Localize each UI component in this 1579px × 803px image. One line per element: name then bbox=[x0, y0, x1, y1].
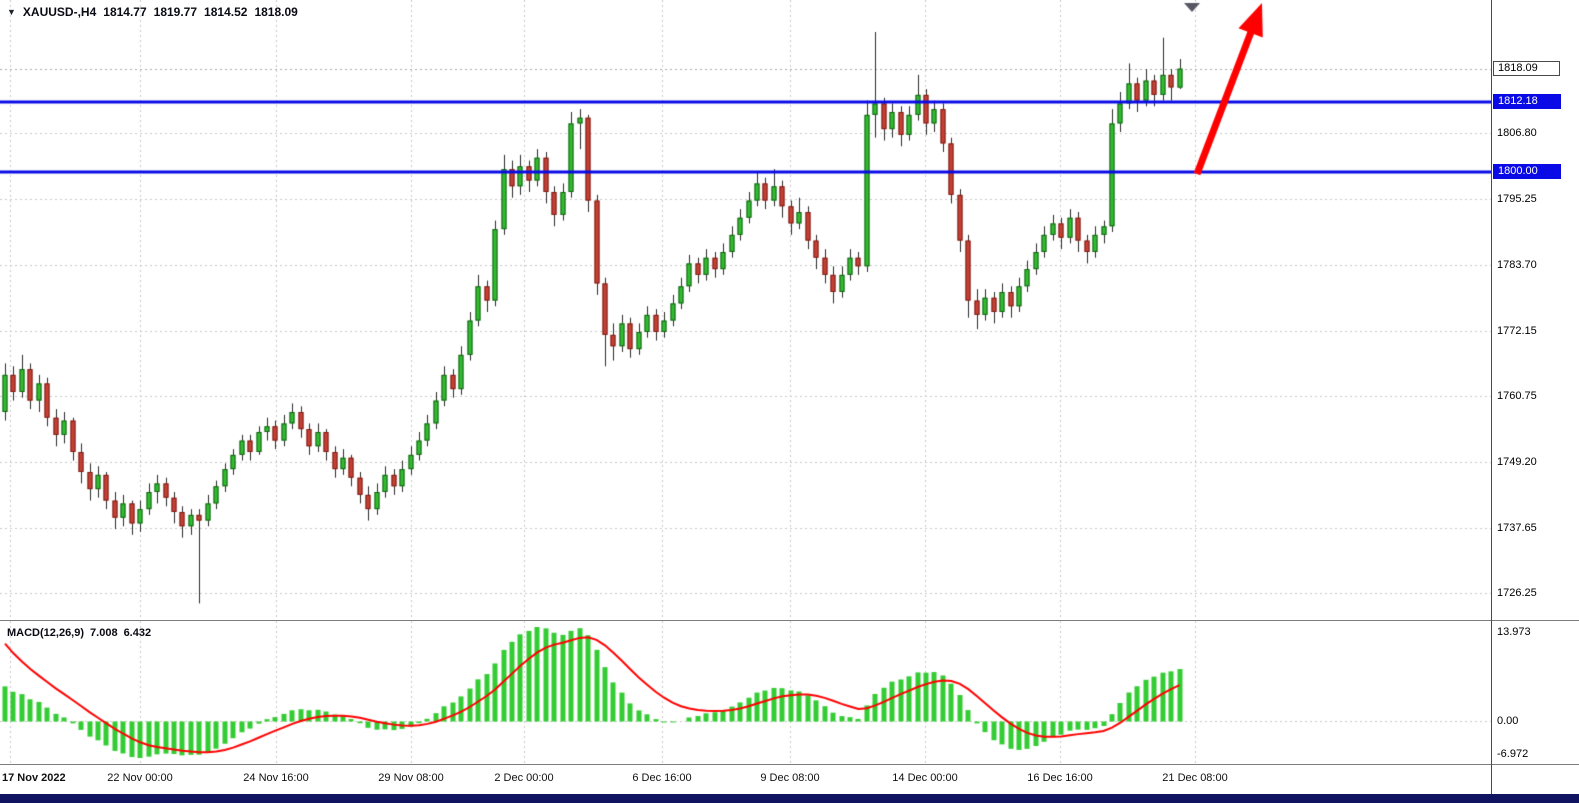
window-bottom-bar bbox=[0, 794, 1579, 803]
time-axis[interactable]: 17 Nov 2022 22 Nov 00:00 24 Nov 16:00 29 No… bbox=[0, 765, 1579, 794]
price-axis-label: 1806.80 bbox=[1497, 126, 1537, 140]
collapse-icon[interactable]: ▼ bbox=[7, 7, 16, 17]
macd-header: MACD(12,26,9) 7.008 6.432 bbox=[7, 627, 151, 639]
macd-label: MACD(12,26,9) bbox=[7, 627, 84, 639]
hline-price-label: 1812.18 bbox=[1493, 94, 1561, 109]
time-axis-label: 24 Nov 16:00 bbox=[243, 772, 308, 784]
price-axis-label: 1737.65 bbox=[1497, 521, 1537, 535]
price-axis-label: 1772.15 bbox=[1497, 324, 1537, 338]
price-axis-label: 1749.20 bbox=[1497, 455, 1537, 469]
time-axis-label: 29 Nov 08:00 bbox=[378, 772, 443, 784]
time-axis-label: 14 Dec 00:00 bbox=[892, 772, 957, 784]
macd-indicator-panel[interactable] bbox=[0, 621, 1491, 764]
time-axis-label: 6 Dec 16:00 bbox=[632, 772, 691, 784]
time-axis-label: 16 Dec 16:00 bbox=[1027, 772, 1092, 784]
time-axis-label: 22 Nov 00:00 bbox=[107, 772, 172, 784]
macd-signal-value: 6.432 bbox=[124, 627, 152, 639]
candlestick-chart[interactable] bbox=[0, 0, 1491, 620]
chart-window: ▼ XAUUSD-,H4 1814.77 1819.77 1814.52 181… bbox=[0, 0, 1579, 803]
time-axis-label: 2 Dec 00:00 bbox=[494, 772, 553, 784]
macd-main-value: 7.008 bbox=[90, 627, 118, 639]
price-open: 1814.77 bbox=[103, 5, 146, 19]
price-axis-label: 1795.25 bbox=[1497, 192, 1537, 206]
symbol-period-label: XAUUSD-,H4 bbox=[23, 5, 96, 19]
time-axis-label: 21 Dec 08:00 bbox=[1162, 772, 1227, 784]
axis-vertical-separator bbox=[1491, 0, 1492, 794]
price-axis-label: 1726.25 bbox=[1497, 586, 1537, 600]
macd-min-label: -6.972 bbox=[1497, 747, 1528, 761]
macd-zero-label: 0.00 bbox=[1497, 714, 1518, 728]
price-axis[interactable]: 1806.80 1795.25 1783.70 1772.15 1760.75 1749.… bbox=[1492, 0, 1579, 620]
macd-axis[interactable]: 13.973 0.00 -6.972 bbox=[1492, 621, 1579, 764]
price-axis-label: 1760.75 bbox=[1497, 389, 1537, 403]
bid-price-label: 1818.09 bbox=[1493, 61, 1560, 76]
price-close: 1818.09 bbox=[254, 5, 297, 19]
chart-header: ▼ XAUUSD-,H4 1814.77 1819.77 1814.52 181… bbox=[7, 5, 298, 19]
time-axis-label: 9 Dec 08:00 bbox=[760, 772, 819, 784]
time-axis-label: 17 Nov 2022 bbox=[2, 772, 66, 784]
macd-max-label: 13.973 bbox=[1497, 625, 1531, 639]
hline-price-label: 1800.00 bbox=[1493, 164, 1561, 179]
price-low: 1814.52 bbox=[204, 5, 247, 19]
price-axis-label: 1783.70 bbox=[1497, 258, 1537, 272]
price-high: 1819.77 bbox=[154, 5, 197, 19]
